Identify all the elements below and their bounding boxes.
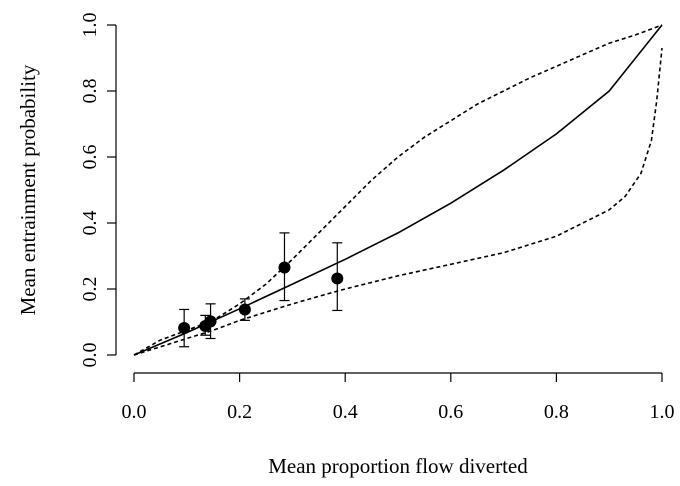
lower-bound-curve — [133, 48, 663, 356]
y-tick-label: 0.0 — [79, 343, 101, 368]
x-tick-label: 0.0 — [122, 401, 147, 423]
x-axis-label: Mean proportion flow diverted — [268, 454, 528, 478]
data-point — [238, 303, 251, 316]
y-tick-label: 0.4 — [79, 211, 101, 236]
y-tick-label: 0.2 — [79, 277, 101, 302]
y-tick-label: 1.0 — [79, 13, 101, 38]
data-point — [204, 315, 217, 328]
x-tick-label: 1.0 — [650, 401, 675, 423]
y-ticks: 0.0 0.2 0.4 0.6 0.8 1.0 — [79, 13, 116, 368]
curves — [133, 24, 663, 356]
x-ticks: 0.0 0.2 0.4 0.6 0.8 1.0 — [122, 373, 675, 423]
data-point — [331, 272, 344, 285]
fitted-curve — [133, 24, 663, 356]
x-tick-label: 0.8 — [544, 401, 569, 423]
x-tick-label: 0.2 — [227, 401, 252, 423]
x-tick-label: 0.4 — [333, 401, 358, 423]
data-point — [178, 321, 191, 334]
axes: 0.0 0.2 0.4 0.6 0.8 1.0 0.0 0.2 0.4 0.6 0.8 1.0 — [79, 13, 675, 424]
y-tick-label: 0.8 — [79, 79, 101, 104]
y-axis-label: Mean entrainment probability — [16, 64, 40, 315]
data-points — [178, 232, 344, 348]
x-tick-label: 0.6 — [438, 401, 463, 423]
y-tick-label: 0.6 — [79, 145, 101, 170]
data-point — [278, 261, 291, 274]
upper-bound-curve — [133, 24, 663, 356]
